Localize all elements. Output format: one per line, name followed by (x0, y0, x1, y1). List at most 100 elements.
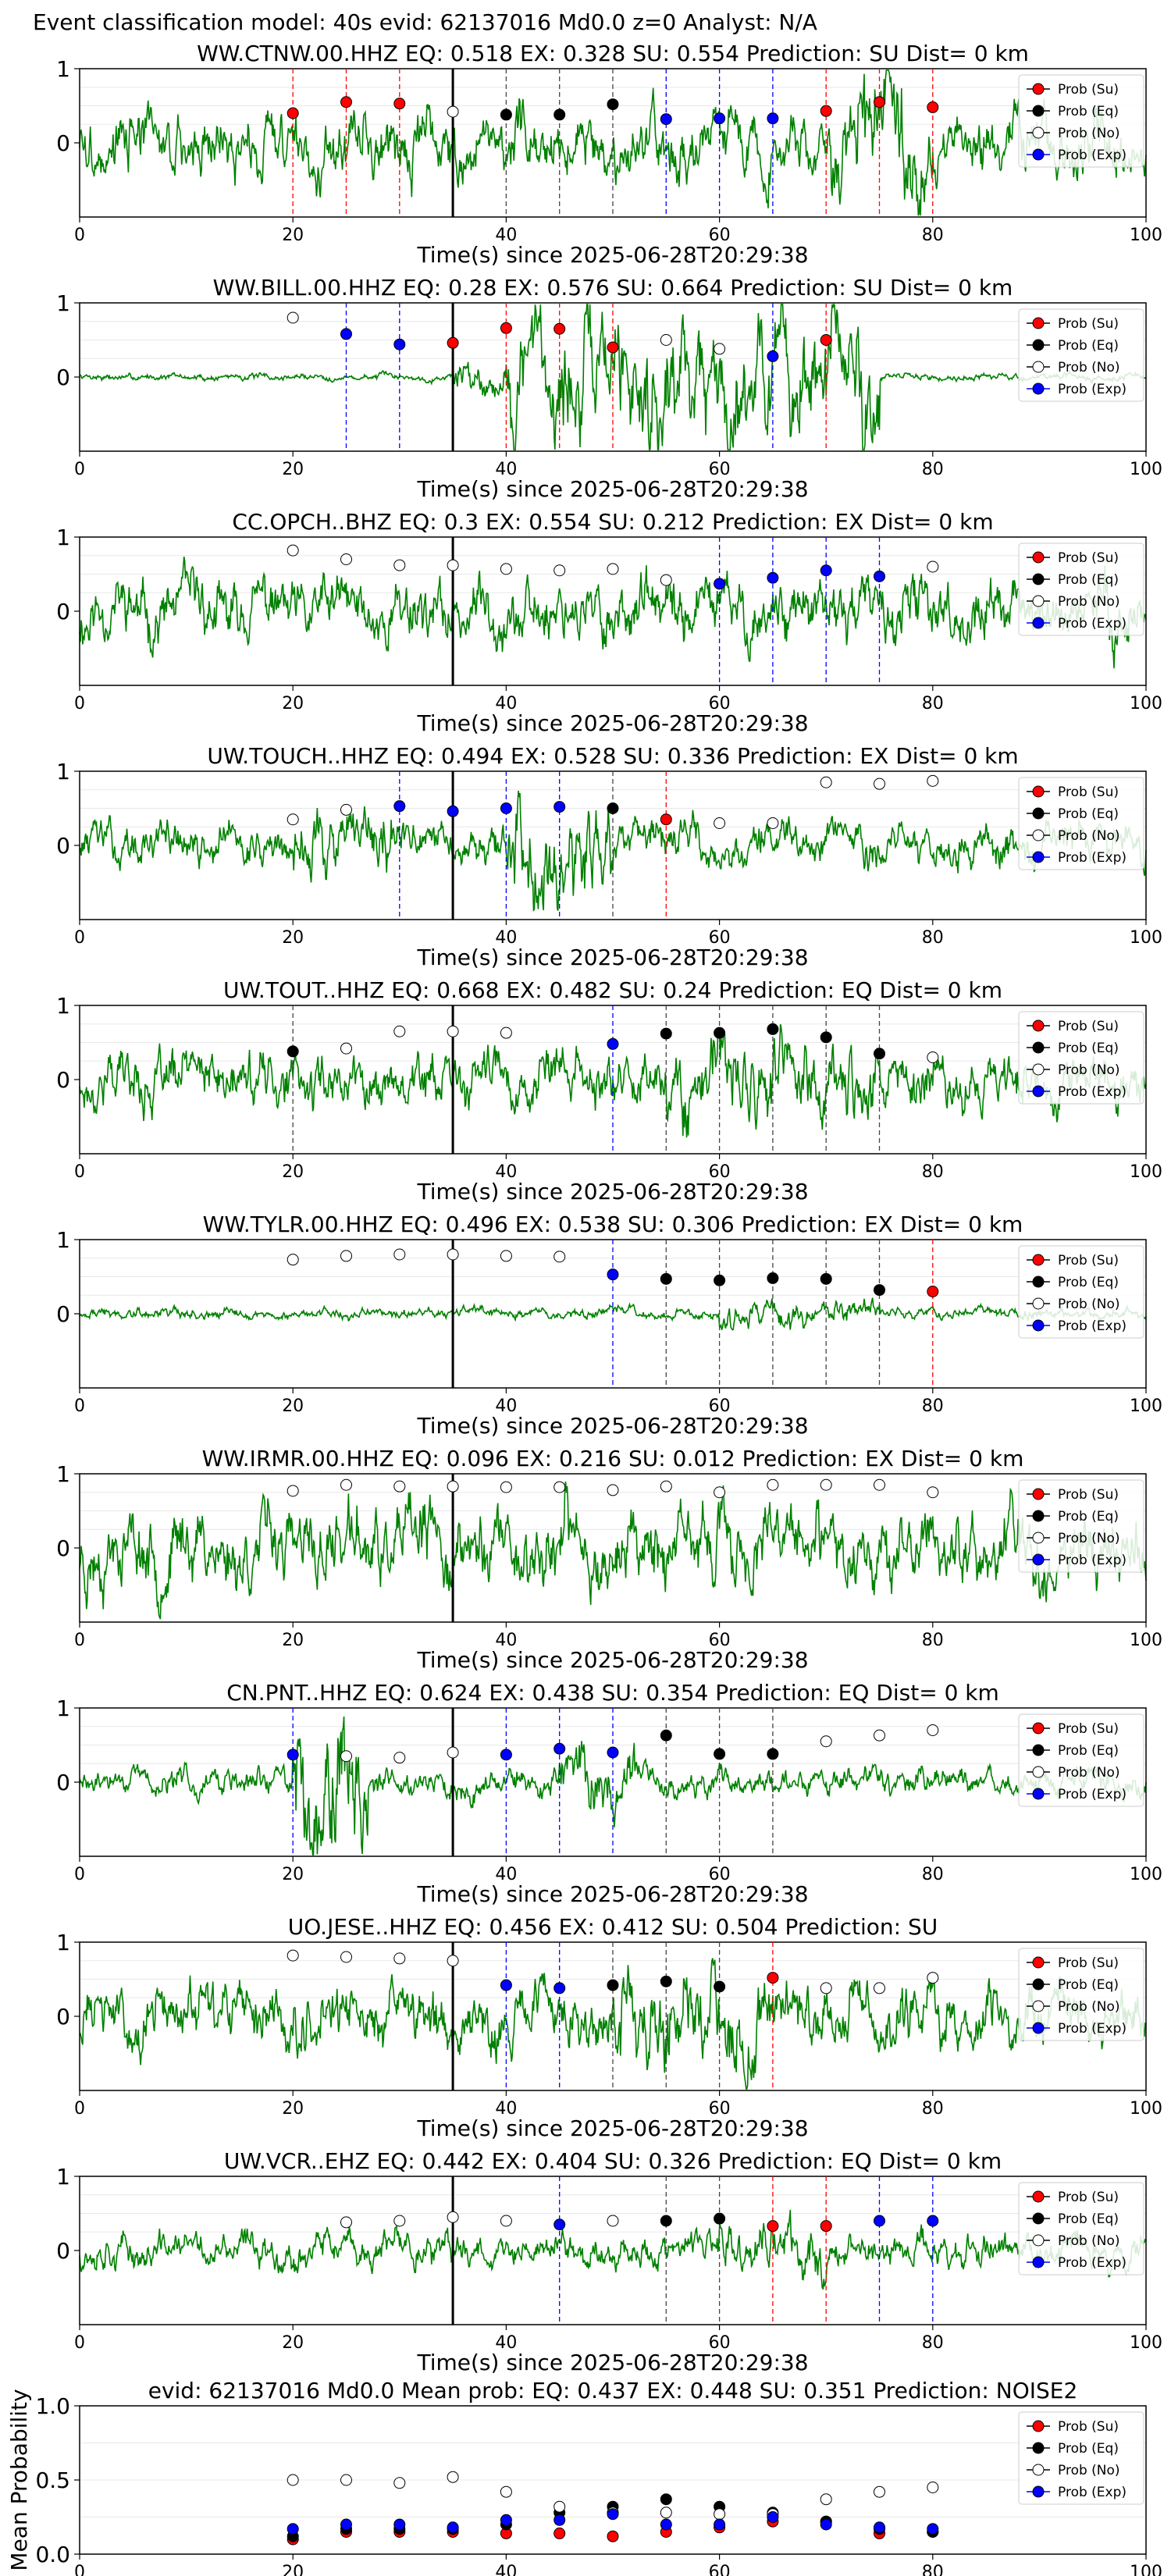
y-tick-label: 1 (56, 290, 70, 316)
legend-box (1018, 308, 1144, 402)
y-tick-label: 0 (56, 833, 70, 859)
prob-marker-eq (767, 1023, 779, 1035)
x-tick-label: 40 (495, 1865, 517, 1884)
legend: Prob (Su) Prob (Eq) Prob (No) Prob (Exp) (1018, 777, 1144, 870)
legend-marker-eq (1032, 807, 1045, 820)
legend-box (1018, 1948, 1144, 2041)
prob-marker-no (447, 559, 459, 571)
x-axis-label: Time(s) since 2025-06-28T20:29:38 (416, 1413, 808, 1439)
legend-label: Prob (Exp) (1058, 1787, 1127, 1802)
prob-marker-exp (447, 805, 459, 817)
prob-marker-no (820, 1478, 832, 1491)
figure-title: Event classification model: 40s evid: 62… (33, 9, 817, 35)
legend-label: Prob (Su) (1058, 785, 1119, 800)
legend-marker-no (1032, 1063, 1045, 1076)
legend-label: Prob (Eq) (1058, 1977, 1119, 1993)
prob-marker-exp (607, 1746, 619, 1759)
y-tick-label: 0 (56, 1535, 70, 1561)
prob-marker-su (820, 334, 832, 346)
prob-marker-no (393, 1480, 406, 1493)
prob-marker-eq (607, 1979, 619, 1991)
legend-box (1018, 74, 1144, 168)
x-tick-label: 40 (495, 1397, 517, 1416)
legend-marker-exp (1032, 851, 1045, 863)
prob-marker-no (447, 1248, 459, 1261)
x-axis-label: Time(s) since 2025-06-28T20:29:38 (416, 2115, 808, 2141)
legend-label: Prob (Eq) (1058, 1743, 1119, 1759)
prob-marker-no (553, 1251, 566, 1263)
legend-box (1018, 543, 1144, 636)
legend-box (1018, 1011, 1144, 1105)
legend-marker-exp (1032, 2256, 1045, 2268)
x-tick-label: 0 (74, 2563, 85, 2576)
legend-marker-su (1032, 1956, 1045, 1969)
subplot-1: 0 20 40 60 80 100 0 1 WW.CTNW.00.HHZ EQ: 0.518 E… (56, 41, 1162, 268)
x-tick-label: 100 (1130, 1162, 1162, 1182)
subplot-9: 0 20 40 60 80 100 0 1 UO.JESE..HHZ EQ: 0.456 EX:… (56, 1914, 1162, 2141)
y-tick-label: 0 (56, 130, 70, 156)
mean-marker-no (660, 2507, 672, 2519)
prob-marker-su (393, 98, 406, 110)
y-tick-label: 1 (56, 1930, 70, 1955)
mean-marker-su (553, 2527, 566, 2539)
subplot-10: 0 20 40 60 80 100 0 1 UW.VCR..EHZ EQ: 0.442 EX: … (56, 2148, 1162, 2375)
prob-marker-eq (767, 1272, 779, 1284)
x-tick-label: 20 (282, 1631, 304, 1650)
legend-marker-su (1032, 785, 1045, 798)
legend-label: Prob (Su) (1058, 550, 1119, 566)
legend: Prob (Su) Prob (Eq) Prob (No) Prob (Exp) (1018, 1713, 1144, 1807)
x-tick-label: 80 (922, 1631, 944, 1650)
mean-marker-exp (767, 2511, 779, 2523)
prob-marker-exp (767, 350, 779, 362)
mean-marker-exp (874, 2521, 885, 2534)
legend-label: Prob (Exp) (1058, 2021, 1127, 2037)
prob-marker-exp (714, 578, 726, 590)
x-tick-label: 60 (709, 2099, 731, 2119)
prob-marker-no (927, 1486, 939, 1499)
x-tick-label: 20 (282, 2563, 304, 2576)
x-tick-label: 20 (282, 2333, 304, 2353)
prob-marker-exp (714, 112, 726, 125)
prob-marker-no (927, 1051, 939, 1063)
legend-marker-eq (1032, 1978, 1045, 1991)
legend-label: Prob (Su) (1058, 1019, 1119, 1034)
y-tick-label: 1 (56, 2164, 70, 2190)
x-tick-label: 60 (709, 2333, 731, 2353)
waveform-trace (79, 1297, 1147, 1331)
legend-box (1018, 1479, 1144, 1573)
x-tick-label: 0 (74, 460, 85, 479)
legend-label: Prob (Exp) (1058, 1553, 1127, 1568)
y-tick-label: 0 (56, 599, 70, 624)
prob-marker-exp (500, 1979, 512, 1991)
legend-marker-exp (1032, 1553, 1045, 1566)
x-tick-label: 100 (1130, 694, 1162, 713)
legend-marker-eq (1032, 105, 1045, 117)
mean-marker-exp (660, 2518, 672, 2531)
prob-marker-exp (287, 1749, 299, 1761)
x-tick-label: 80 (922, 1397, 944, 1416)
legend-label: Prob (Eq) (1058, 806, 1119, 822)
subplot-title: WW.TYLR.00.HHZ EQ: 0.496 EX: 0.538 SU: 0… (203, 1212, 1023, 1237)
waveform-trace (79, 790, 1147, 913)
prob-marker-no (553, 564, 566, 577)
x-tick-label: 60 (709, 694, 731, 713)
prob-marker-exp (660, 113, 672, 126)
prob-marker-no (500, 1250, 512, 1262)
legend-marker-su (1032, 1254, 1045, 1266)
mean-marker-exp (287, 2523, 299, 2535)
prob-marker-no (447, 1955, 459, 1967)
x-tick-label: 100 (1130, 2333, 1162, 2353)
legend-label: Prob (No) (1058, 1062, 1120, 1078)
legend-label: Prob (Su) (1058, 316, 1119, 332)
prob-marker-su (447, 336, 459, 349)
legend-label: Prob (Eq) (1058, 338, 1119, 354)
x-tick-label: 20 (282, 1397, 304, 1416)
prob-marker-no (767, 1478, 779, 1491)
legend-label: Prob (Exp) (1058, 1084, 1127, 1100)
legend-marker-no (1032, 829, 1045, 841)
x-tick-label: 80 (922, 460, 944, 479)
legend-marker-su (1032, 2190, 1045, 2203)
prob-marker-eq (553, 109, 566, 121)
prob-marker-eq (714, 1980, 726, 1993)
